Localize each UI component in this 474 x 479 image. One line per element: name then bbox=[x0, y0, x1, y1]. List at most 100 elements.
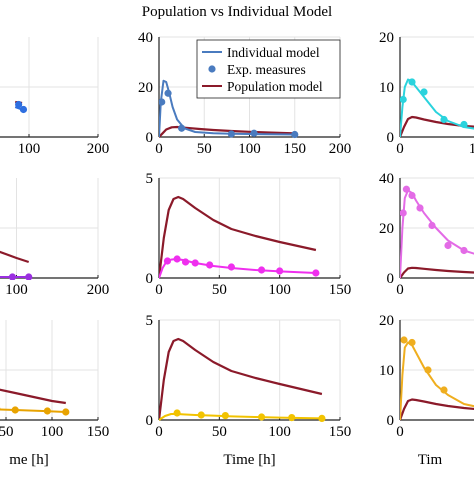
x-tick-label-r1c1-1: 200 bbox=[87, 141, 110, 157]
population-line-r3c2 bbox=[159, 339, 322, 420]
x-tick-label-r1c2-2: 100 bbox=[238, 141, 261, 157]
measure-point-r1c3-2 bbox=[420, 88, 427, 95]
measure-point-r2c3-4 bbox=[428, 222, 435, 229]
individual-line-r3c1 bbox=[0, 408, 66, 412]
y-tick-label-r2c3-0: 0 bbox=[387, 271, 395, 287]
x-tick-label-r3c2-0: 0 bbox=[155, 424, 163, 440]
legend-label-1: Exp. measures bbox=[227, 62, 306, 77]
measure-point-r1c3-1 bbox=[408, 78, 415, 85]
measure-point-r3c2-2 bbox=[222, 412, 229, 419]
x-tick-label-r3c2-2: 100 bbox=[268, 424, 291, 440]
measure-point-r2c2-1 bbox=[174, 255, 181, 262]
population-line-r3c1 bbox=[0, 384, 66, 403]
x-tick-label-r2c3-0: 0 bbox=[396, 282, 404, 298]
panel-r2c1: 100 200 bbox=[0, 178, 109, 298]
measure-point-r3c3-1 bbox=[408, 339, 415, 346]
plot-area-r3c2 bbox=[159, 339, 326, 422]
measure-point-r3c2-3 bbox=[258, 413, 265, 420]
legend-marker-measures bbox=[208, 65, 215, 72]
measure-point-r2c1-5 bbox=[25, 273, 32, 280]
y-tick-label-r3c3-0: 0 bbox=[387, 413, 395, 429]
x-tick-label-r3c2-3: 150 bbox=[329, 424, 352, 440]
y-tick-label-r3c2-0: 0 bbox=[146, 413, 154, 429]
population-line-r2c2 bbox=[159, 197, 316, 278]
measure-point-r2c2-7 bbox=[276, 267, 283, 274]
measure-point-r3c2-0 bbox=[174, 409, 181, 416]
plot-area-r3c1 bbox=[0, 384, 69, 416]
measure-point-r2c2-2 bbox=[182, 258, 189, 265]
y-tick-label-r3c2-1: 5 bbox=[146, 313, 154, 329]
plot-area-r1c1 bbox=[15, 101, 27, 113]
y-tick-label-r2c2-1: 5 bbox=[146, 171, 154, 187]
measure-point-r3c1-4 bbox=[62, 408, 69, 415]
measure-point-r1c2-0 bbox=[158, 98, 165, 105]
measure-point-r2c3-6 bbox=[460, 247, 467, 254]
population-line-r2c3 bbox=[400, 268, 474, 278]
x-tick-label-r1c3-1: 100 bbox=[469, 141, 474, 157]
x-tick-label-r3c1-0: 50 bbox=[0, 424, 14, 440]
measure-point-r1c2-1 bbox=[164, 90, 171, 97]
figure-title: Population vs Individual Model bbox=[0, 4, 474, 21]
y-tick-label-r2c3-2: 40 bbox=[379, 171, 394, 187]
y-tick-label-r1c2-0: 0 bbox=[146, 130, 154, 146]
measure-point-r2c3-1 bbox=[403, 186, 410, 193]
measure-point-r3c1-2 bbox=[12, 406, 19, 413]
measure-point-r2c3-5 bbox=[444, 242, 451, 249]
x-tick-label-r1c2-4: 200 bbox=[329, 141, 352, 157]
measure-point-r2c3-2 bbox=[408, 192, 415, 199]
x-tick-label-r1c2-1: 50 bbox=[197, 141, 212, 157]
plot-area-r2c2 bbox=[159, 197, 319, 278]
measure-point-r3c2-1 bbox=[198, 411, 205, 418]
x-tick-label-r2c2-3: 150 bbox=[329, 282, 352, 298]
measure-point-r2c2-8 bbox=[312, 269, 319, 276]
legend-label-0: Individual model bbox=[227, 45, 320, 60]
y-tick-label-r3c3-2: 20 bbox=[379, 313, 394, 329]
measure-point-r1c3-0 bbox=[400, 96, 407, 103]
x-tick-label-r1c1-0: 100 bbox=[18, 141, 41, 157]
x-axis-label-r3c1: me [h] bbox=[9, 452, 49, 468]
measure-point-r2c2-4 bbox=[206, 261, 213, 268]
measure-point-r1c1-1 bbox=[20, 106, 27, 113]
measure-point-r1c3-4 bbox=[460, 121, 467, 128]
measure-point-r2c2-6 bbox=[258, 266, 265, 273]
measure-point-r3c2-4 bbox=[288, 414, 295, 421]
individual-line-r3c2 bbox=[159, 414, 322, 420]
measure-point-r2c2-5 bbox=[228, 263, 235, 270]
individual-line-r1c3 bbox=[400, 80, 474, 138]
x-tick-label-r2c1-1: 200 bbox=[87, 282, 110, 298]
y-tick-label-r1c3-2: 20 bbox=[379, 30, 394, 46]
plot-area-r3c3 bbox=[400, 336, 474, 420]
legend-label-2: Population model bbox=[227, 79, 323, 94]
measure-point-r3c3-0 bbox=[400, 336, 407, 343]
panel-r1c1: 100 200 bbox=[0, 37, 109, 157]
x-tick-label-r1c2-3: 150 bbox=[284, 141, 307, 157]
measure-point-r2c2-3 bbox=[192, 259, 199, 266]
measure-point-r2c1-4 bbox=[9, 273, 16, 280]
measure-point-r1c2-3 bbox=[228, 130, 235, 137]
measure-point-r1c2-2 bbox=[178, 125, 185, 132]
x-axis-label-r3c2: Time [h] bbox=[223, 452, 275, 468]
measure-point-r3c1-3 bbox=[44, 407, 51, 414]
measure-point-r3c3-3 bbox=[440, 386, 447, 393]
measure-point-r1c2-4 bbox=[250, 130, 257, 137]
x-tick-label-r2c1-0: 100 bbox=[5, 282, 28, 298]
y-tick-label-r1c3-1: 10 bbox=[379, 80, 394, 96]
x-tick-label-r3c1-1: 100 bbox=[41, 424, 64, 440]
x-tick-label-r2c2-1: 50 bbox=[212, 282, 227, 298]
individual-line-r2c3 bbox=[400, 191, 474, 279]
measure-point-r3c3-2 bbox=[424, 366, 431, 373]
measure-point-r3c2-5 bbox=[318, 415, 325, 422]
measure-point-r2c3-0 bbox=[400, 209, 407, 216]
plot-area-r2c3 bbox=[400, 186, 474, 278]
x-tick-label-r2c2-0: 0 bbox=[155, 282, 163, 298]
legend: Individual model Exp. measures Population … bbox=[197, 40, 340, 98]
panel-r1c3: 010001020 bbox=[379, 30, 474, 157]
x-axis-label-r3c3: Tim bbox=[418, 452, 443, 468]
